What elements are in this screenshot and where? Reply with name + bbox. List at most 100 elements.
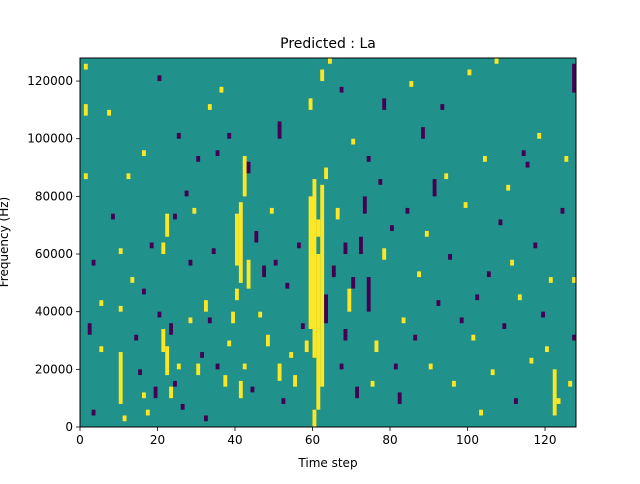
heatmap-cell	[351, 138, 356, 145]
heatmap-cell	[246, 259, 251, 289]
heatmap-cell	[122, 415, 127, 422]
heatmap-cell	[331, 265, 336, 278]
heatmap-cell	[149, 242, 154, 249]
heatmap-cell	[370, 380, 375, 387]
heatmap-cell	[204, 300, 208, 312]
y-axis-label: Frequency (Hz)	[0, 197, 11, 288]
heatmap-cell	[300, 323, 305, 329]
y-tick-label: 20000	[35, 362, 73, 376]
heatmap-cell	[161, 242, 166, 255]
heatmap-cell	[444, 173, 449, 180]
x-tick-label: 20	[150, 433, 165, 447]
heatmap-cell	[324, 294, 329, 324]
heatmap-cell	[413, 334, 418, 341]
x-tick-label: 40	[227, 433, 242, 447]
heatmap-cell	[517, 294, 522, 301]
x-tick-label: 0	[76, 433, 84, 447]
heatmap-cell	[173, 380, 177, 387]
heatmap-cell	[459, 317, 464, 324]
heatmap-cell	[533, 242, 538, 249]
heatmap-cell	[250, 386, 255, 393]
heatmap-cell	[328, 58, 332, 64]
heatmap-cell	[428, 363, 433, 370]
heatmap-cell	[401, 317, 406, 324]
heatmap-cell	[142, 150, 146, 157]
heatmap-cell	[231, 311, 236, 324]
heatmap-cell	[173, 213, 177, 220]
heatmap-cell	[506, 184, 511, 191]
plot-background	[80, 58, 576, 427]
heatmap-cell	[359, 236, 363, 255]
heatmap-cell	[99, 300, 104, 306]
heatmap-cell	[219, 86, 224, 93]
heatmap-cell	[180, 403, 185, 410]
heatmap-cell	[111, 213, 115, 220]
heatmap-cell	[273, 259, 278, 266]
heatmap-cell	[552, 369, 557, 416]
heatmap-cell	[192, 207, 197, 214]
heatmap-cell	[362, 196, 367, 214]
heatmap-cell	[424, 230, 429, 237]
heatmap-cell	[211, 248, 216, 255]
heatmap-cell	[134, 334, 139, 341]
heatmap-cell	[548, 277, 553, 283]
heatmap-cell	[227, 340, 232, 347]
heatmap-cell	[498, 219, 503, 226]
y-tick-label: 0	[65, 420, 73, 434]
heatmap-cell	[417, 271, 422, 278]
heatmap-cell	[320, 69, 325, 82]
heatmap-cell	[390, 225, 394, 231]
heatmap-cell	[366, 277, 371, 312]
heatmap-cell	[378, 179, 383, 185]
heatmap-cell	[393, 363, 398, 370]
heatmap-cell	[486, 271, 491, 278]
y-tick-label: 120000	[27, 74, 73, 88]
x-tick-label: 100	[456, 433, 479, 447]
heatmap-cell	[196, 363, 201, 376]
chart-title: Predicted : La	[280, 36, 376, 52]
heatmap-cell	[564, 156, 569, 162]
heatmap-cell	[514, 398, 518, 404]
heatmap-cell	[87, 323, 92, 335]
heatmap-cell	[502, 323, 507, 329]
heatmap-cell	[200, 352, 205, 358]
heatmap-cell	[475, 294, 480, 301]
heatmap-cell	[161, 328, 166, 353]
heatmap-cell	[572, 277, 577, 283]
heatmap-cell	[382, 98, 387, 110]
heatmap-cell	[223, 375, 228, 387]
heatmap-cell	[246, 161, 251, 174]
heatmap-cell	[281, 398, 286, 404]
heatmap-cell	[157, 311, 162, 318]
heatmap-cell	[366, 156, 371, 162]
heatmap-cell	[99, 346, 104, 353]
heatmap-cell	[165, 346, 170, 376]
heatmap-cell	[184, 190, 189, 197]
heatmap-cell	[138, 369, 143, 376]
heatmap-cell	[339, 363, 344, 370]
heatmap-cell	[316, 219, 321, 237]
heatmap-cell	[289, 352, 294, 358]
plot-frame	[79, 57, 577, 428]
x-axis-label: Time step	[297, 456, 357, 470]
heatmap-cell	[107, 109, 112, 116]
heatmap-cell	[165, 213, 170, 237]
heatmap-cell	[343, 328, 348, 341]
heatmap-cell	[335, 207, 340, 220]
heatmap-cell	[293, 375, 298, 387]
heatmap-cell	[215, 363, 220, 370]
heatmap-cell	[494, 58, 499, 64]
heatmap-cell	[204, 415, 208, 422]
heatmap-cell	[258, 311, 263, 318]
y-tick-label: 40000	[35, 305, 73, 319]
heatmap-cell	[320, 184, 325, 387]
heatmap-cell	[467, 69, 472, 76]
heatmap-cell	[545, 346, 549, 353]
heatmap-cell	[130, 277, 135, 283]
heatmap-cell	[308, 196, 313, 329]
heatmap-cell	[436, 300, 441, 306]
heatmap-cell	[529, 357, 534, 364]
heatmap-cell	[169, 323, 174, 335]
heatmap-cell	[145, 409, 150, 416]
heatmap-cell	[297, 242, 301, 249]
